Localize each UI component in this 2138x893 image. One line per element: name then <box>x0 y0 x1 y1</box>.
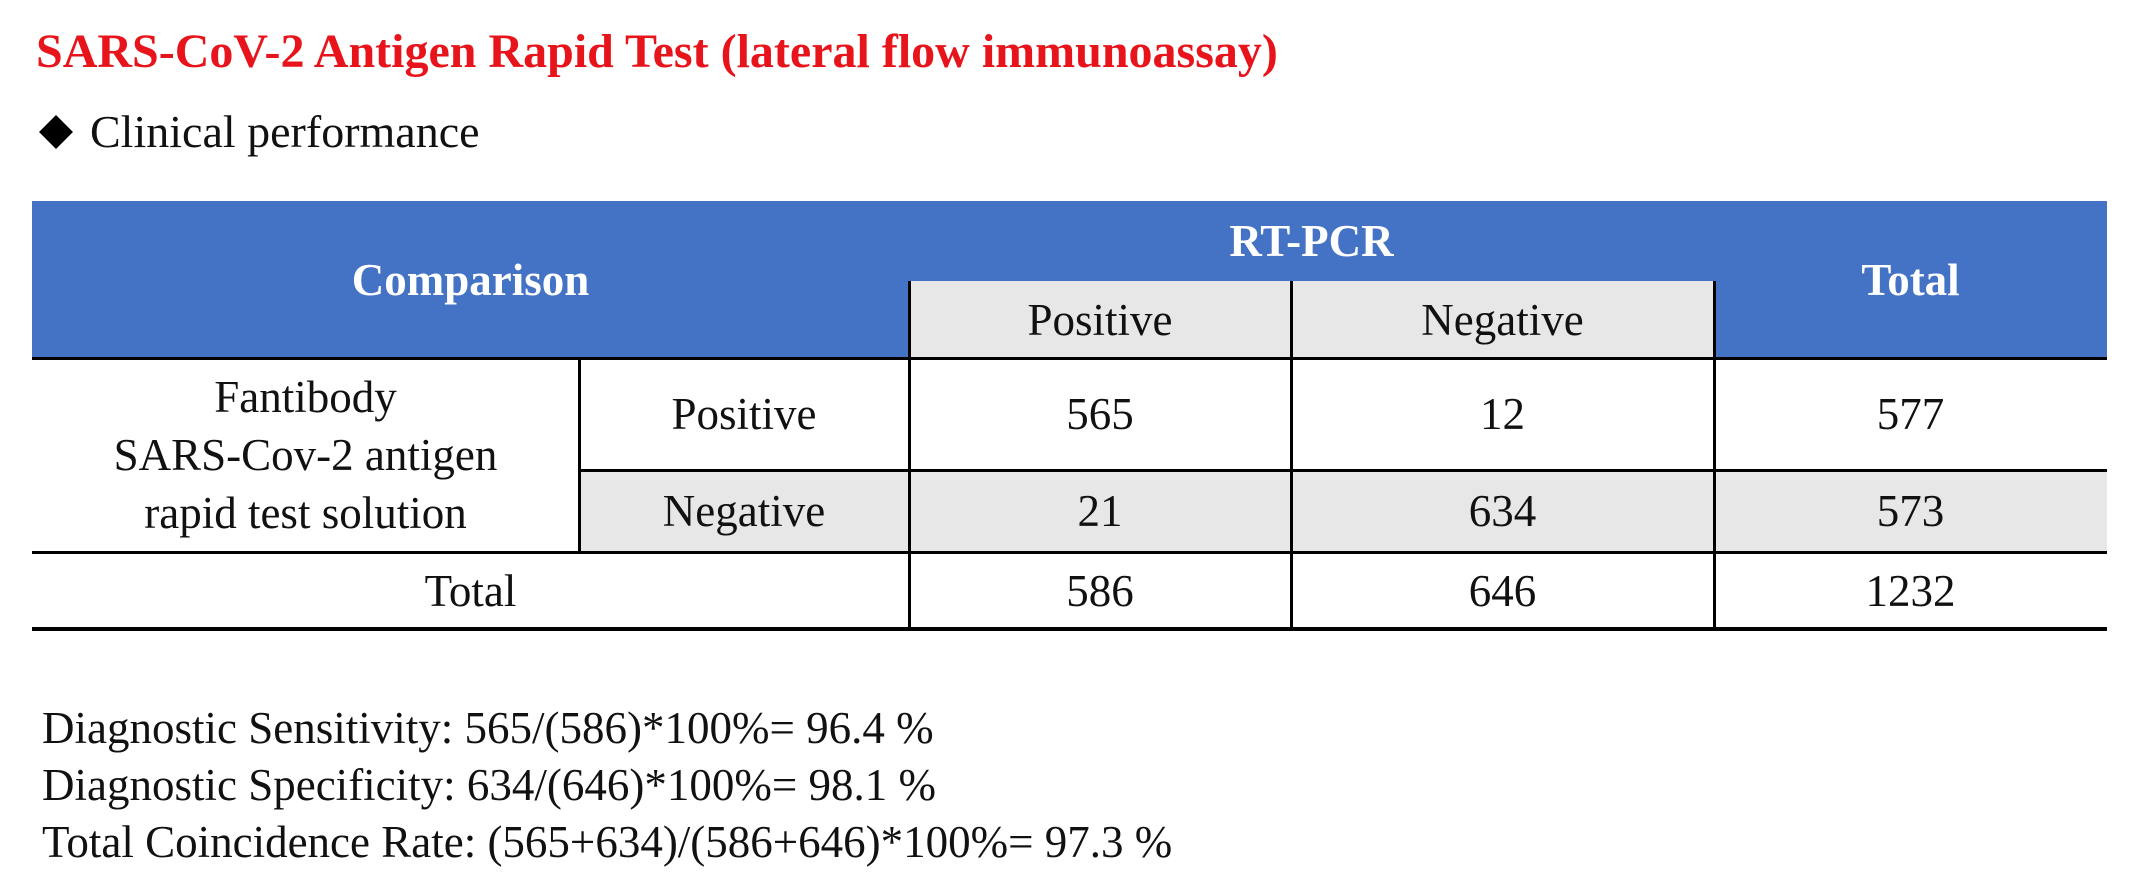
metric-coincidence-rate: Total Coincidence Rate: (565+634)/(586+6… <box>42 817 1173 867</box>
header-rt-pcr-positive: Positive <box>909 281 1291 358</box>
table-rule <box>32 551 2107 554</box>
metric-specificity: Diagnostic Specificity: 634/(646)*100%= … <box>42 760 936 810</box>
total-row-rt-negative: 646 <box>1468 566 1537 616</box>
table-rule <box>578 358 581 552</box>
header-total: Total <box>1714 201 2107 358</box>
header-rt-pcr-negative: Negative <box>1291 281 1714 358</box>
header-comparison: Comparison <box>32 201 909 358</box>
total-row-total: 1232 <box>1865 566 1956 616</box>
page-title: SARS-CoV-2 Antigen Rapid Test (lateral f… <box>36 25 1278 78</box>
table-rule <box>1290 281 1293 630</box>
total-row-rt-positive: 586 <box>1066 566 1134 616</box>
row-positive-rt-positive: 565 <box>1066 389 1134 439</box>
row-negative-total: 573 <box>1714 470 2107 552</box>
metric-sensitivity: Diagnostic Sensitivity: 565/(586)*100%= … <box>42 703 934 753</box>
section-label: Clinical performance <box>90 106 480 157</box>
performance-metrics: Diagnostic Sensitivity: 565/(586)*100%= … <box>42 700 1172 871</box>
section-heading: Clinical performance <box>39 100 480 164</box>
header-rt-pcr: RT-PCR <box>909 201 1714 281</box>
table-rule <box>32 357 2107 360</box>
clinical-performance-table: Comparison RT-PCR Total Positive Negativ… <box>32 201 2107 631</box>
table-rule <box>32 627 2107 631</box>
test-name-cell: Fantibody SARS-Cov-2 antigen rapid test … <box>32 358 579 552</box>
test-name-line: SARS-Cov-2 antigen <box>113 430 498 480</box>
row-negative-label: Negative <box>579 470 909 552</box>
table-rule <box>1713 281 1716 630</box>
table-rule <box>908 281 911 630</box>
total-row-label: Total <box>424 566 517 616</box>
table-rule <box>579 469 2107 472</box>
diamond-bullet-icon <box>39 115 73 149</box>
row-positive-total: 577 <box>1876 389 1945 439</box>
row-negative-rt-negative: 634 <box>1291 470 1714 552</box>
row-positive-label: Positive <box>671 389 817 439</box>
test-name-line: Fantibody <box>214 372 397 422</box>
test-name-line: rapid test solution <box>144 488 467 538</box>
row-positive-rt-negative: 12 <box>1480 389 1525 439</box>
row-negative-rt-positive: 21 <box>909 470 1291 552</box>
